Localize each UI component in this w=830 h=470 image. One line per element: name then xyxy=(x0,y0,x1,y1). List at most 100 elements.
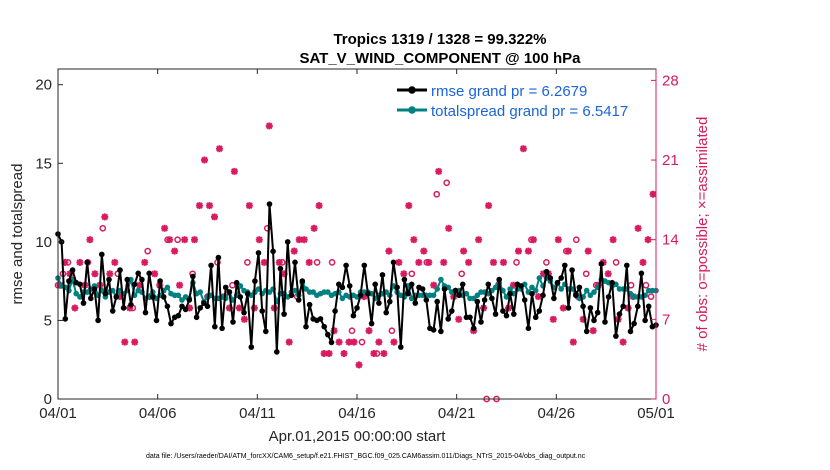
obs-assimilated-stroke xyxy=(255,236,263,244)
y-axis-label: rmse and totalspread xyxy=(9,164,26,305)
obs-assimilated-stroke xyxy=(111,259,119,266)
rmse-point xyxy=(405,290,411,297)
obs-assimilated-marker xyxy=(475,236,483,244)
rmse-point xyxy=(248,344,255,350)
obs-assimilated-stroke xyxy=(515,247,522,255)
obs-possible-marker xyxy=(278,259,286,266)
obs-assimilated-marker xyxy=(644,236,652,244)
rmse-point xyxy=(598,261,605,267)
rmse-point xyxy=(186,297,193,303)
rmse-point xyxy=(642,317,648,324)
obs-possible-marker xyxy=(408,270,416,278)
obs-possible-marker xyxy=(373,350,381,357)
totalspread-point xyxy=(558,286,564,292)
obs-assimilated-marker xyxy=(181,236,189,244)
totalspread-point xyxy=(73,290,79,297)
obs-assimilated-stroke xyxy=(385,247,393,255)
rmse-point xyxy=(554,279,561,286)
obs-possible-marker xyxy=(443,179,451,187)
y-tick-label: 20 xyxy=(35,77,52,94)
legend-spread-label: totalspread grand pr = 6.5417 xyxy=(431,103,628,120)
rmse-point xyxy=(605,294,612,300)
obs-assimilated-stroke xyxy=(171,247,178,255)
obs-assimilated-stroke xyxy=(345,338,353,346)
obs-possible-marker xyxy=(328,259,336,266)
totalspread-point xyxy=(164,284,171,291)
rmse-point xyxy=(306,301,313,308)
obs-assimilated-stroke xyxy=(121,338,129,346)
rmse-point xyxy=(576,284,583,291)
obs-assimilated-marker xyxy=(639,258,647,266)
obs-assimilated-stroke xyxy=(181,236,188,244)
obs-possible-marker xyxy=(348,327,356,335)
obs-assimilated-stroke xyxy=(106,270,114,278)
rmse-point xyxy=(255,250,262,256)
rmse-point xyxy=(434,298,441,305)
obs-assimilated-stroke xyxy=(415,259,423,266)
y-tick-label: 0 xyxy=(44,391,52,408)
obs-assimilated-stroke xyxy=(430,281,438,289)
rmse-point xyxy=(299,278,306,284)
rmse-point xyxy=(241,309,247,316)
rmse-point xyxy=(485,281,492,288)
obs-assimilated-marker xyxy=(151,270,159,278)
rmse-point xyxy=(511,311,517,317)
y-tick-label: 15 xyxy=(35,155,52,172)
obs-assimilated-marker xyxy=(405,202,413,210)
obs-assimilated-marker xyxy=(101,213,109,221)
obs-assimilated-stroke xyxy=(520,145,527,153)
obs-assimilated-stroke xyxy=(76,259,84,266)
obs-assimilated-stroke xyxy=(465,259,472,266)
obs-assimilated-marker xyxy=(196,202,203,210)
rmse-point xyxy=(525,325,532,332)
rmse-point xyxy=(372,281,379,288)
rmse-point xyxy=(620,303,626,310)
rmse-point xyxy=(339,284,346,291)
obs-assimilated-marker xyxy=(415,258,423,266)
obs-assimilated-marker xyxy=(385,247,393,255)
obs-assimilated-marker xyxy=(604,270,612,278)
rmse-point xyxy=(62,316,69,322)
rmse-point xyxy=(117,267,123,273)
obs-assimilated-stroke xyxy=(246,202,253,209)
rmse-point xyxy=(565,305,572,311)
obs-assimilated-marker xyxy=(295,236,303,244)
obs-possible-marker xyxy=(99,224,107,232)
obs-possible-marker xyxy=(164,236,171,244)
rmse-point xyxy=(226,289,233,295)
totalspread-point xyxy=(492,284,499,291)
obs-assimilated-stroke xyxy=(405,202,413,209)
rmse-point xyxy=(569,267,575,273)
obs-assimilated-stroke xyxy=(191,236,198,244)
rmse-point xyxy=(365,290,371,297)
obs-assimilated-stroke xyxy=(440,259,448,266)
rmse-point xyxy=(237,294,244,300)
obs-possible-marker xyxy=(572,236,580,244)
obs-assimilated-stroke xyxy=(365,327,373,335)
rmse-point xyxy=(233,279,240,286)
obs-assimilated-stroke xyxy=(475,236,482,244)
rmse-point xyxy=(292,259,298,266)
rmse-point xyxy=(503,312,510,319)
obs-assimilated-stroke xyxy=(335,338,343,346)
obs-assimilated-stroke xyxy=(549,315,557,323)
rmse-point xyxy=(591,317,597,324)
rmse-point xyxy=(343,262,349,269)
obs-assimilated-stroke xyxy=(535,293,542,300)
obs-assimilated-stroke xyxy=(285,338,293,346)
obs-assimilated-stroke xyxy=(196,202,203,209)
obs-assimilated-marker xyxy=(634,224,642,232)
obs-assimilated-marker xyxy=(440,258,448,266)
rmse-point xyxy=(532,314,539,321)
obs-assimilated-marker xyxy=(619,338,627,346)
rmse-point xyxy=(164,303,171,310)
rmse-point xyxy=(467,314,473,321)
y-tick-right-label: 28 xyxy=(662,72,679,89)
obs-assimilated-marker xyxy=(141,258,149,266)
obs-assimilated-marker xyxy=(420,247,428,255)
totalspread-point xyxy=(237,283,244,289)
obs-assimilated-marker xyxy=(131,338,139,346)
obs-assimilated-marker xyxy=(435,167,443,175)
obs-assimilated-marker xyxy=(350,338,358,346)
